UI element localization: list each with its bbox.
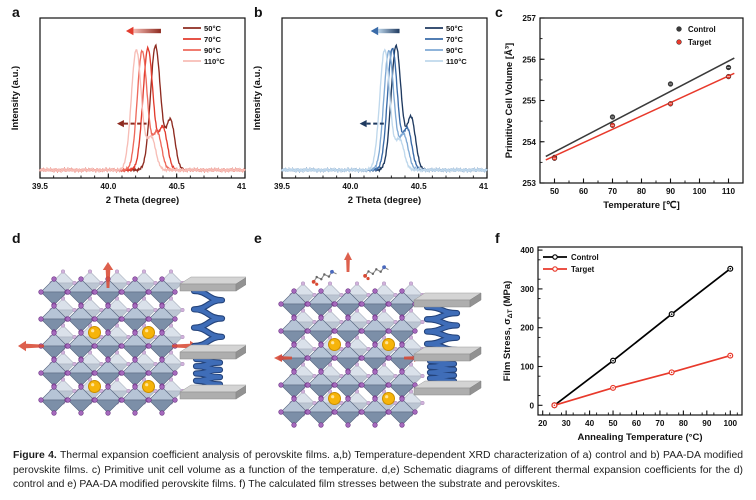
svg-text:Target: Target bbox=[571, 265, 595, 274]
panel-b: b 39.5 40.0 40.5 41.0 2 Theta (degree) Intens… bbox=[246, 2, 488, 228]
svg-text:2 Theta (degree): 2 Theta (degree) bbox=[106, 195, 179, 206]
svg-text:256: 256 bbox=[522, 55, 536, 64]
film-stress-chart: 20 30 40 50 60 70 80 90 100 0 100 200 300 400 Annealin… bbox=[502, 246, 743, 442]
svg-text:90°C: 90°C bbox=[204, 46, 221, 55]
svg-text:40: 40 bbox=[585, 419, 595, 428]
svg-text:70: 70 bbox=[608, 187, 618, 196]
svg-text:100: 100 bbox=[520, 363, 534, 372]
svg-text:257: 257 bbox=[522, 14, 536, 23]
svg-text:40.0: 40.0 bbox=[342, 182, 358, 191]
svg-text:70: 70 bbox=[655, 419, 665, 428]
svg-text:70°C: 70°C bbox=[204, 35, 221, 44]
svg-text:Control: Control bbox=[571, 253, 599, 262]
svg-text:40.0: 40.0 bbox=[100, 182, 116, 191]
svg-text:100: 100 bbox=[723, 419, 737, 428]
panel-d: d bbox=[4, 228, 246, 442]
cell-volume-chart: 50 60 70 80 90 100 110 253 254 255 256 257 Temperatu… bbox=[504, 14, 744, 211]
svg-text:400: 400 bbox=[520, 246, 534, 255]
control-lattice-schematic bbox=[18, 262, 246, 416]
svg-text:100: 100 bbox=[693, 187, 707, 196]
svg-text:90: 90 bbox=[702, 419, 712, 428]
panel-e: e bbox=[246, 228, 488, 442]
svg-text:Temperature [℃]: Temperature [℃] bbox=[603, 200, 679, 211]
svg-text:80: 80 bbox=[637, 187, 647, 196]
svg-text:254: 254 bbox=[522, 138, 536, 147]
svg-text:110°C: 110°C bbox=[446, 57, 467, 66]
svg-text:110: 110 bbox=[722, 187, 736, 196]
caption-text: Thermal expansion coefficient analysis o… bbox=[13, 450, 743, 491]
svg-text:Film Stress, σΔT (MPa): Film Stress, σΔT (MPa) bbox=[502, 281, 514, 382]
svg-text:50: 50 bbox=[550, 187, 560, 196]
panel-label-c: c bbox=[495, 4, 503, 20]
svg-text:70°C: 70°C bbox=[446, 35, 463, 44]
panel-label-e: e bbox=[254, 230, 262, 246]
svg-text:41.0: 41.0 bbox=[479, 182, 488, 191]
svg-text:50°C: 50°C bbox=[204, 24, 221, 33]
figure-caption: Figure 4. Thermal expansion coefficient … bbox=[13, 449, 743, 493]
svg-text:60: 60 bbox=[632, 419, 642, 428]
caption-label: Figure 4. bbox=[13, 450, 57, 461]
svg-text:Control: Control bbox=[688, 25, 716, 34]
svg-text:Primitive Cell Volume [Å³]: Primitive Cell Volume [Å³] bbox=[504, 43, 515, 158]
xrd-chart-control: 39.5 40.0 40.5 41.0 2 Theta (degree) Intensit… bbox=[10, 17, 246, 206]
panel-label-b: b bbox=[254, 4, 263, 20]
svg-text:39.5: 39.5 bbox=[274, 182, 290, 191]
panel-label-f: f bbox=[495, 230, 500, 246]
svg-text:300: 300 bbox=[520, 285, 534, 294]
svg-text:2 Theta (degree): 2 Theta (degree) bbox=[348, 195, 421, 206]
svg-text:60: 60 bbox=[579, 187, 589, 196]
svg-text:200: 200 bbox=[520, 324, 534, 333]
svg-text:40.5: 40.5 bbox=[411, 182, 427, 191]
panel-label-d: d bbox=[12, 230, 21, 246]
svg-text:255: 255 bbox=[522, 97, 536, 106]
svg-text:50: 50 bbox=[608, 419, 618, 428]
svg-text:0: 0 bbox=[529, 401, 534, 410]
panel-c: c 50 60 70 80 90 100 110 253 254 255 256 257 Tempera… bbox=[488, 2, 756, 228]
panel-f: f 20 30 40 50 60 70 80 90 100 0 100 200 300 400 Anneal… bbox=[488, 228, 756, 442]
svg-text:Annealing Temperature (°C): Annealing Temperature (°C) bbox=[577, 432, 702, 442]
svg-text:20: 20 bbox=[538, 419, 548, 428]
svg-text:253: 253 bbox=[522, 179, 536, 188]
svg-text:90°C: 90°C bbox=[446, 46, 463, 55]
svg-text:41.0: 41.0 bbox=[237, 182, 246, 191]
svg-text:80: 80 bbox=[679, 419, 689, 428]
svg-text:39.5: 39.5 bbox=[32, 182, 48, 191]
xrd-chart-target: 39.5 40.0 40.5 41.0 2 Theta (degree) Intensit… bbox=[252, 17, 488, 206]
svg-text:110°C: 110°C bbox=[204, 57, 225, 66]
svg-text:50°C: 50°C bbox=[446, 24, 463, 33]
svg-text:Intensity (a.u.): Intensity (a.u.) bbox=[252, 66, 263, 130]
panel-label-a: a bbox=[12, 4, 20, 20]
svg-text:90: 90 bbox=[666, 187, 676, 196]
panel-a: a 39.5 40.0 40.5 41.0 2 Theta (degree) Intens… bbox=[4, 2, 246, 228]
svg-text:30: 30 bbox=[562, 419, 572, 428]
modified-lattice-schematic bbox=[274, 252, 482, 428]
svg-text:40.5: 40.5 bbox=[169, 182, 185, 191]
svg-text:Intensity (a.u.): Intensity (a.u.) bbox=[10, 66, 21, 130]
svg-text:Target: Target bbox=[688, 38, 712, 47]
